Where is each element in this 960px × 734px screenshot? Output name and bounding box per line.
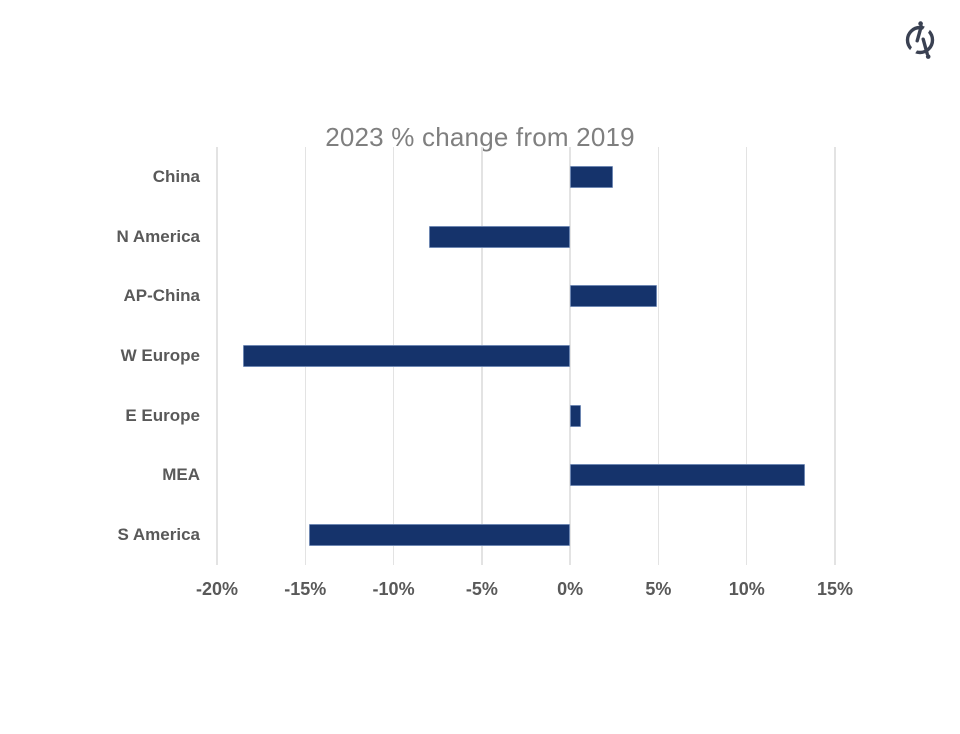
gridline	[216, 147, 218, 565]
x-tick-label: 15%	[816, 579, 854, 599]
bar-w-europe	[243, 345, 571, 367]
x-tick-label: 5%	[645, 579, 672, 599]
x-tick-label: -10%	[372, 579, 415, 599]
category-label: N America	[116, 226, 200, 246]
category-label: E Europe	[125, 405, 200, 425]
x-tick-label: 0%	[557, 579, 584, 599]
gridline	[834, 147, 836, 565]
category-label: W Europe	[120, 346, 200, 365]
category-label: China	[152, 166, 200, 186]
gridline	[569, 147, 571, 565]
x-tick-label: 10%	[728, 579, 765, 599]
gridline	[657, 147, 660, 565]
category-label: S America	[117, 525, 200, 545]
gridline	[745, 147, 748, 565]
bar-mea	[570, 464, 805, 487]
x-tick-label: -5%	[465, 579, 498, 599]
category-label: MEA	[162, 465, 200, 485]
bar-n-america	[428, 225, 571, 248]
bar-s-america	[308, 524, 571, 547]
category-label: AP-China	[123, 286, 201, 306]
bar-ap-china	[570, 285, 657, 308]
x-tick-label: -20%	[195, 579, 239, 599]
bar-china	[570, 165, 613, 188]
x-tick-label: -15%	[284, 579, 327, 599]
chart-title: 2023 % change from 2019	[325, 122, 635, 152]
bar-e-europe	[570, 404, 581, 427]
brand-logo-icon	[905, 21, 935, 59]
